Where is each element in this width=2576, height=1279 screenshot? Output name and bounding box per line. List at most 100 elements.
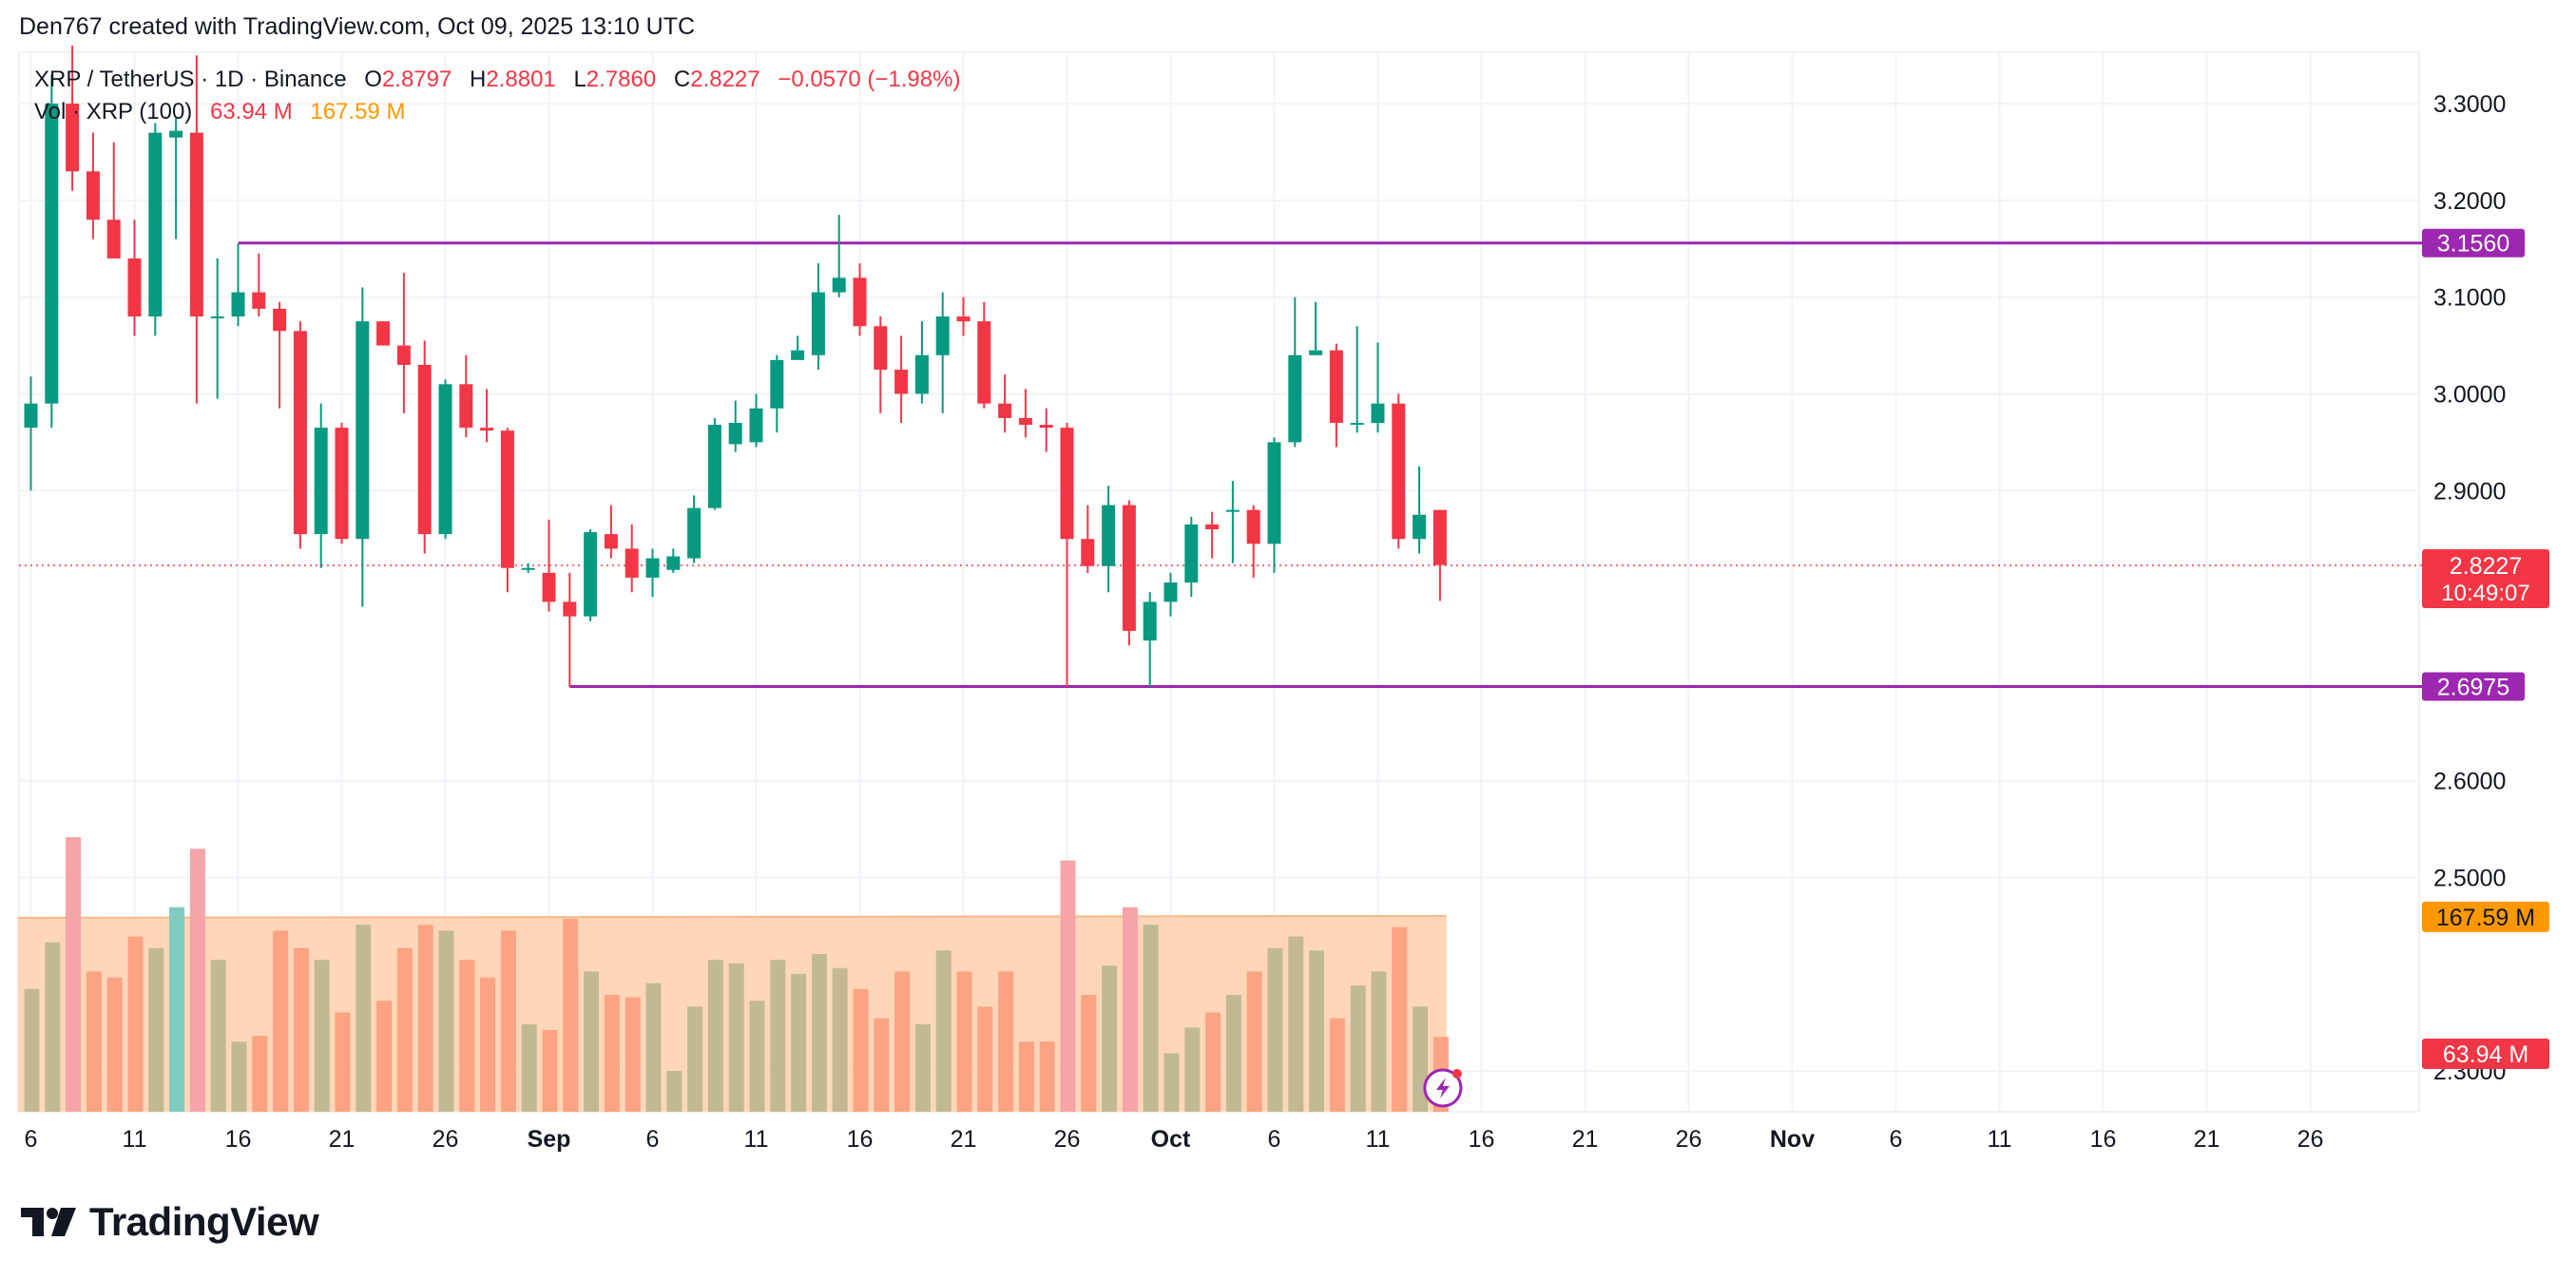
candle-body bbox=[356, 321, 370, 540]
y-tick-label: 3.1000 bbox=[2433, 285, 2506, 312]
candle-body bbox=[853, 277, 867, 327]
volume-bar bbox=[956, 971, 972, 1112]
volume-bar bbox=[1018, 1041, 1034, 1112]
misc bbox=[1423, 1068, 1463, 1108]
volume-bar bbox=[1143, 925, 1159, 1112]
y-tick-label: 3.2000 bbox=[2433, 188, 2506, 215]
candle-body bbox=[189, 132, 203, 317]
candle-body bbox=[749, 408, 763, 443]
volume-ma-label-bg bbox=[2422, 901, 2549, 932]
candle-body bbox=[335, 428, 349, 540]
volume-bar bbox=[1392, 926, 1408, 1112]
volume-bar bbox=[335, 1012, 351, 1112]
volume-bar bbox=[1081, 995, 1097, 1112]
candle-body bbox=[273, 308, 287, 332]
volume-label: Vol · XRP (100) bbox=[34, 99, 193, 124]
x-tick-label: 21 bbox=[329, 1126, 356, 1153]
volume-bar bbox=[874, 1018, 890, 1112]
candle-body bbox=[604, 534, 618, 549]
candle-body bbox=[417, 364, 432, 535]
volume-bar bbox=[728, 963, 744, 1112]
volume-bar bbox=[148, 947, 164, 1112]
candle-body bbox=[1018, 417, 1032, 426]
y-tick-label: 3.0000 bbox=[2433, 382, 2506, 409]
x-tick-label: 26 bbox=[1054, 1126, 1081, 1153]
x-tick-label: 16 bbox=[1469, 1126, 1495, 1153]
volume-bar bbox=[1060, 860, 1076, 1112]
candle-body bbox=[396, 345, 411, 365]
candle-body bbox=[542, 572, 556, 602]
volume-bar bbox=[666, 1070, 682, 1112]
volume-bar bbox=[252, 1036, 268, 1112]
candle-body bbox=[459, 384, 473, 429]
candle-body bbox=[231, 292, 245, 317]
x-tick-label: 11 bbox=[123, 1126, 147, 1153]
candle-body bbox=[24, 403, 38, 429]
volume-bar bbox=[584, 971, 600, 1112]
x-tick-label: 6 bbox=[646, 1126, 660, 1153]
volume-bar bbox=[998, 971, 1014, 1112]
x-tick-label: 6 bbox=[25, 1126, 38, 1153]
volume-bar bbox=[169, 907, 185, 1112]
y-tick-label: 3.3000 bbox=[2433, 91, 2506, 118]
candle-body bbox=[1184, 524, 1199, 583]
volume-bar bbox=[1122, 907, 1138, 1112]
level-label: 3.1560 bbox=[2437, 231, 2509, 258]
open-label: O bbox=[364, 67, 382, 92]
candle-body bbox=[584, 532, 598, 617]
candle-body bbox=[1371, 403, 1385, 424]
candle-body bbox=[687, 507, 702, 559]
candle-body bbox=[314, 428, 328, 535]
candle-body bbox=[1205, 524, 1220, 530]
candle-body bbox=[86, 171, 100, 220]
candle-body bbox=[1432, 509, 1447, 565]
candle-body bbox=[728, 423, 742, 445]
volume-label-bg bbox=[2422, 1039, 2549, 1069]
candle-body bbox=[1060, 428, 1074, 540]
credit-text: Den767 created with TradingView.com, Oct… bbox=[19, 13, 696, 40]
level-label-bg bbox=[2422, 672, 2525, 701]
candle-body bbox=[1288, 354, 1302, 443]
low-value: 2.7860 bbox=[586, 67, 657, 92]
volume-bar bbox=[1267, 947, 1283, 1112]
volume-bar bbox=[127, 936, 144, 1112]
volume-bar bbox=[1102, 965, 1118, 1112]
candle-body bbox=[252, 292, 266, 309]
volume-bar bbox=[1329, 1018, 1345, 1112]
candle-body bbox=[1392, 403, 1406, 540]
candle-body bbox=[293, 331, 307, 535]
y-tick-label: 2.9000 bbox=[2433, 478, 2506, 505]
candle-body bbox=[832, 277, 846, 293]
volume-bar bbox=[1288, 936, 1304, 1112]
candle-body bbox=[563, 601, 577, 617]
open-value: 2.8797 bbox=[381, 67, 452, 92]
level-label-bg bbox=[2422, 228, 2525, 258]
volume-bar bbox=[210, 960, 226, 1112]
x-tick-label: 26 bbox=[2297, 1126, 2324, 1153]
volume-bar bbox=[356, 925, 372, 1112]
volume-bar bbox=[914, 1023, 931, 1112]
volume-bar bbox=[749, 1001, 765, 1112]
last-price-label: 2.8227 bbox=[2450, 553, 2522, 580]
candle-body bbox=[1329, 350, 1343, 424]
volume-bar bbox=[396, 947, 413, 1112]
candle-body bbox=[956, 316, 971, 322]
volume-pane bbox=[17, 836, 1449, 1112]
close-label: C bbox=[673, 67, 691, 92]
volume-bar bbox=[853, 988, 869, 1112]
volume-bar bbox=[45, 942, 61, 1112]
low-label: L bbox=[573, 67, 586, 92]
volume-bar bbox=[417, 925, 433, 1112]
candle-body bbox=[770, 359, 784, 409]
x-tick-label: 16 bbox=[225, 1126, 252, 1153]
volume-bar bbox=[687, 1006, 703, 1112]
volume-bar bbox=[1205, 1012, 1221, 1112]
volume-bar bbox=[438, 930, 454, 1112]
candle-body bbox=[1163, 582, 1178, 602]
volume-bar bbox=[1350, 985, 1366, 1112]
close-value: 2.8227 bbox=[690, 67, 760, 92]
volume-axis-label: 63.94 M bbox=[2443, 1041, 2528, 1068]
x-tick-label: 21 bbox=[951, 1126, 977, 1153]
